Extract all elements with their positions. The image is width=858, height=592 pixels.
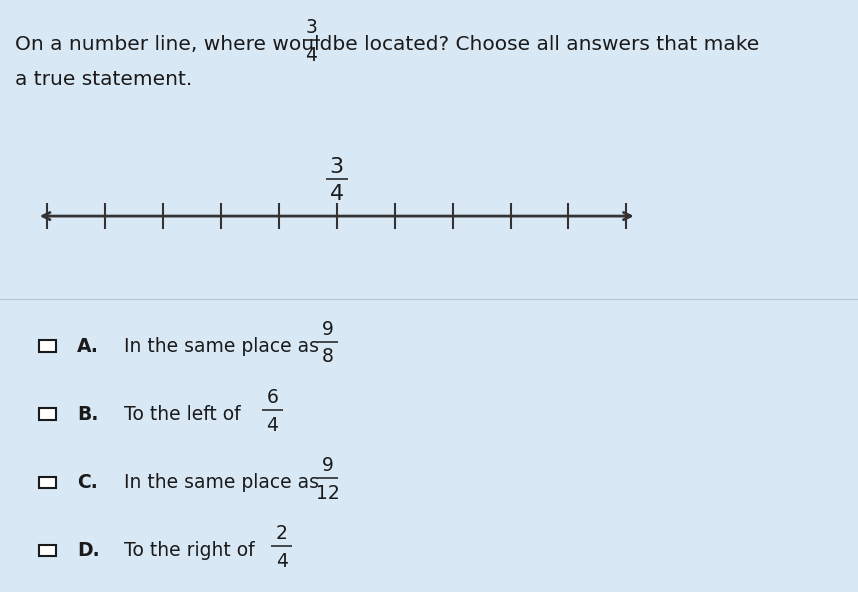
Bar — [39, 545, 56, 556]
Text: 3: 3 — [305, 18, 317, 37]
Text: In the same place as: In the same place as — [124, 473, 325, 492]
Text: 8: 8 — [322, 348, 334, 366]
Bar — [39, 408, 56, 420]
Text: 4: 4 — [305, 46, 317, 65]
Text: C.: C. — [77, 473, 98, 492]
Text: 2: 2 — [275, 525, 287, 543]
Text: a true statement.: a true statement. — [15, 70, 193, 89]
Text: 4: 4 — [267, 416, 278, 435]
Text: On a number line, where would: On a number line, where would — [15, 35, 339, 54]
Text: be located? Choose all answers that make: be located? Choose all answers that make — [326, 35, 759, 54]
Text: D.: D. — [77, 541, 100, 560]
Text: 3: 3 — [329, 157, 344, 177]
Text: 4: 4 — [275, 552, 287, 571]
Text: 9: 9 — [322, 320, 334, 339]
Text: 4: 4 — [329, 184, 344, 204]
Text: In the same place as: In the same place as — [124, 337, 325, 356]
Text: B.: B. — [77, 405, 99, 424]
Text: 12: 12 — [316, 484, 340, 503]
Bar — [39, 477, 56, 488]
Text: To the right of: To the right of — [124, 541, 261, 560]
Bar — [39, 340, 56, 352]
Text: To the left of: To the left of — [124, 405, 247, 424]
Text: 9: 9 — [322, 456, 334, 475]
Text: A.: A. — [77, 337, 99, 356]
Text: 6: 6 — [267, 388, 278, 407]
